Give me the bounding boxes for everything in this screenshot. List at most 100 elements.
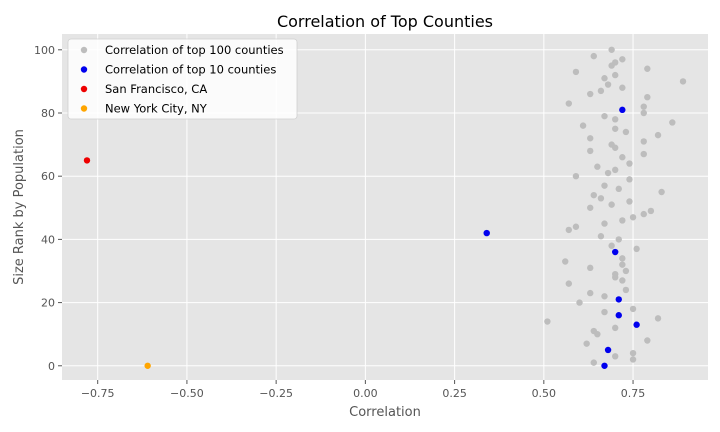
point-series-0 [612,166,619,174]
point-series-0 [587,90,594,98]
point-series-1 [604,346,612,354]
point-series-0 [612,274,619,281]
point-series-0 [565,226,573,234]
y-tick-label: 80 [41,107,55,120]
point-series-0 [626,160,633,167]
point-series-0 [626,198,633,205]
point-series-0 [576,299,583,306]
x-tick-label: 0.75 [621,387,646,400]
point-series-0 [601,308,608,316]
point-series-0 [608,201,615,208]
point-series-0 [640,150,647,158]
point-series-2 [83,157,91,164]
point-series-0 [647,207,655,215]
point-series-0 [633,245,640,253]
point-series-0 [626,176,633,183]
point-series-1 [612,248,619,256]
legend: Correlation of top 100 counties Correlati… [67,38,298,120]
point-series-0 [608,242,615,249]
point-series-0 [612,125,619,132]
point-series-0 [562,258,569,265]
point-series-0 [612,324,619,332]
point-series-0 [629,356,637,363]
point-series-0 [640,109,647,117]
point-series-0 [587,289,594,297]
point-series-0 [644,93,651,101]
point-series-0 [640,210,647,218]
point-series-0 [622,267,630,275]
point-series-0 [619,217,626,224]
legend-entry-label: New York City, NY [105,102,208,116]
point-series-0 [594,163,601,170]
point-series-3 [144,362,151,369]
x-tick-label: 0.00 [353,387,378,400]
chart-title: Correlation of Top Counties [277,12,493,31]
y-tick-label: 100 [34,44,55,57]
point-series-0 [658,188,665,196]
point-series-0 [640,103,647,110]
x-tick-label: −0.25 [259,387,293,400]
y-tick-label: 60 [41,170,55,183]
point-series-0 [612,116,619,123]
point-series-0 [594,330,601,338]
point-series-0 [601,75,608,82]
point-series-0 [604,169,612,177]
point-series-0 [597,195,605,202]
point-series-0 [544,318,551,325]
point-series-0 [583,340,590,347]
legend-marker [80,46,88,54]
point-series-0 [669,119,676,126]
point-series-0 [590,359,597,366]
point-series-0 [601,293,608,300]
x-tick-label: −0.50 [170,387,204,400]
point-series-1 [633,321,640,328]
y-tick-label: 0 [48,360,55,373]
point-series-0 [572,223,580,230]
legend-entry-label: Correlation of top 10 counties [105,63,276,77]
y-axis-ticks: 0 20 40 60 80 100 [34,44,62,373]
point-series-0 [629,349,637,357]
point-series-0 [572,172,580,180]
y-tick-label: 40 [41,233,55,246]
point-series-0 [619,154,626,161]
point-series-0 [601,112,608,120]
point-series-0 [644,337,651,344]
point-series-0 [565,100,573,107]
point-series-0 [629,305,637,313]
x-tick-label: −0.75 [81,387,115,400]
point-series-1 [615,312,622,319]
point-series-0 [619,277,626,284]
point-series-0 [644,65,651,72]
point-series-0 [640,138,647,145]
point-series-0 [622,286,630,294]
legend-marker [80,66,88,73]
point-series-0 [629,214,637,221]
point-series-1 [619,106,626,114]
x-axis-ticks: −0.75 −0.50 −0.25 0.00 0.25 0.50 0.75 [81,380,645,400]
y-axis-label: Size Rank by Population [12,129,27,285]
point-series-0 [604,81,612,88]
y-tick-label: 20 [41,297,55,310]
legend-marker [80,85,88,93]
point-series-0 [587,135,594,142]
point-series-0 [572,68,580,76]
legend-entry-label: San Francisco, CA [105,82,207,96]
legend-entry-label: Correlation of top 100 counties [105,43,284,57]
point-series-0 [619,56,626,63]
point-series-0 [590,52,597,60]
point-series-0 [615,236,622,243]
point-series-0 [619,84,626,91]
point-series-0 [601,182,608,189]
point-series-0 [608,46,615,53]
x-axis-label: Correlation [349,405,421,420]
point-series-1 [483,229,490,237]
point-series-0 [565,280,573,287]
point-series-0 [608,62,615,69]
point-series-1 [601,362,608,369]
x-tick-label: 0.25 [442,387,467,400]
point-series-0 [587,264,594,272]
point-series-0 [619,261,626,268]
legend-marker [80,105,88,112]
point-series-0 [612,144,619,151]
